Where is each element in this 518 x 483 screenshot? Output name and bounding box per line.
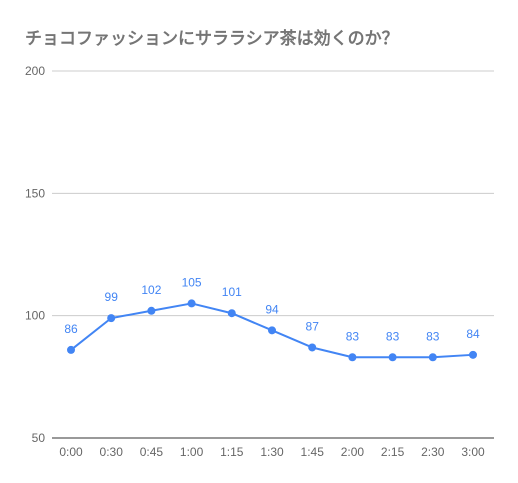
x-tick-label: 1:45: [301, 445, 325, 459]
data-label: 87: [306, 319, 320, 333]
y-tick-label: 50: [32, 431, 46, 445]
data-label: 101: [222, 285, 242, 299]
data-point: [428, 353, 437, 362]
data-label: 83: [426, 329, 440, 343]
data-label: 94: [265, 302, 279, 316]
data-label: 83: [386, 329, 400, 343]
data-point: [348, 353, 357, 362]
x-tick-label: 0:00: [59, 445, 83, 459]
data-label: 102: [141, 283, 161, 297]
x-tick-label: 2:15: [381, 445, 405, 459]
data-point: [187, 299, 196, 308]
data-point: [147, 306, 156, 315]
x-tick-label: 2:00: [341, 445, 365, 459]
x-tick-label: 1:15: [220, 445, 244, 459]
chart-title: チョコファッションにサララシア茶は効くのか？: [25, 29, 399, 49]
x-tick-label: 3:00: [461, 445, 485, 459]
x-tick-label: 0:30: [100, 445, 124, 459]
x-tick-label: 1:30: [260, 445, 284, 459]
data-point: [388, 353, 397, 362]
y-tick-label: 150: [25, 186, 45, 200]
data-point: [469, 350, 477, 359]
data-label: 83: [346, 329, 360, 343]
data-label: 84: [466, 327, 480, 341]
data-point: [227, 309, 236, 318]
x-tick-label: 2:30: [421, 445, 445, 459]
data-point: [308, 343, 317, 352]
data-point: [107, 314, 116, 323]
y-tick-label: 100: [25, 309, 45, 323]
x-tick-label: 0:45: [140, 445, 164, 459]
data-label: 86: [64, 322, 78, 336]
data-point: [67, 345, 75, 354]
y-tick-label: 200: [25, 64, 45, 78]
x-tick-label: 1:00: [180, 445, 204, 459]
data-label: 105: [182, 275, 202, 289]
data-point: [268, 326, 276, 335]
data-label: 99: [105, 290, 119, 304]
